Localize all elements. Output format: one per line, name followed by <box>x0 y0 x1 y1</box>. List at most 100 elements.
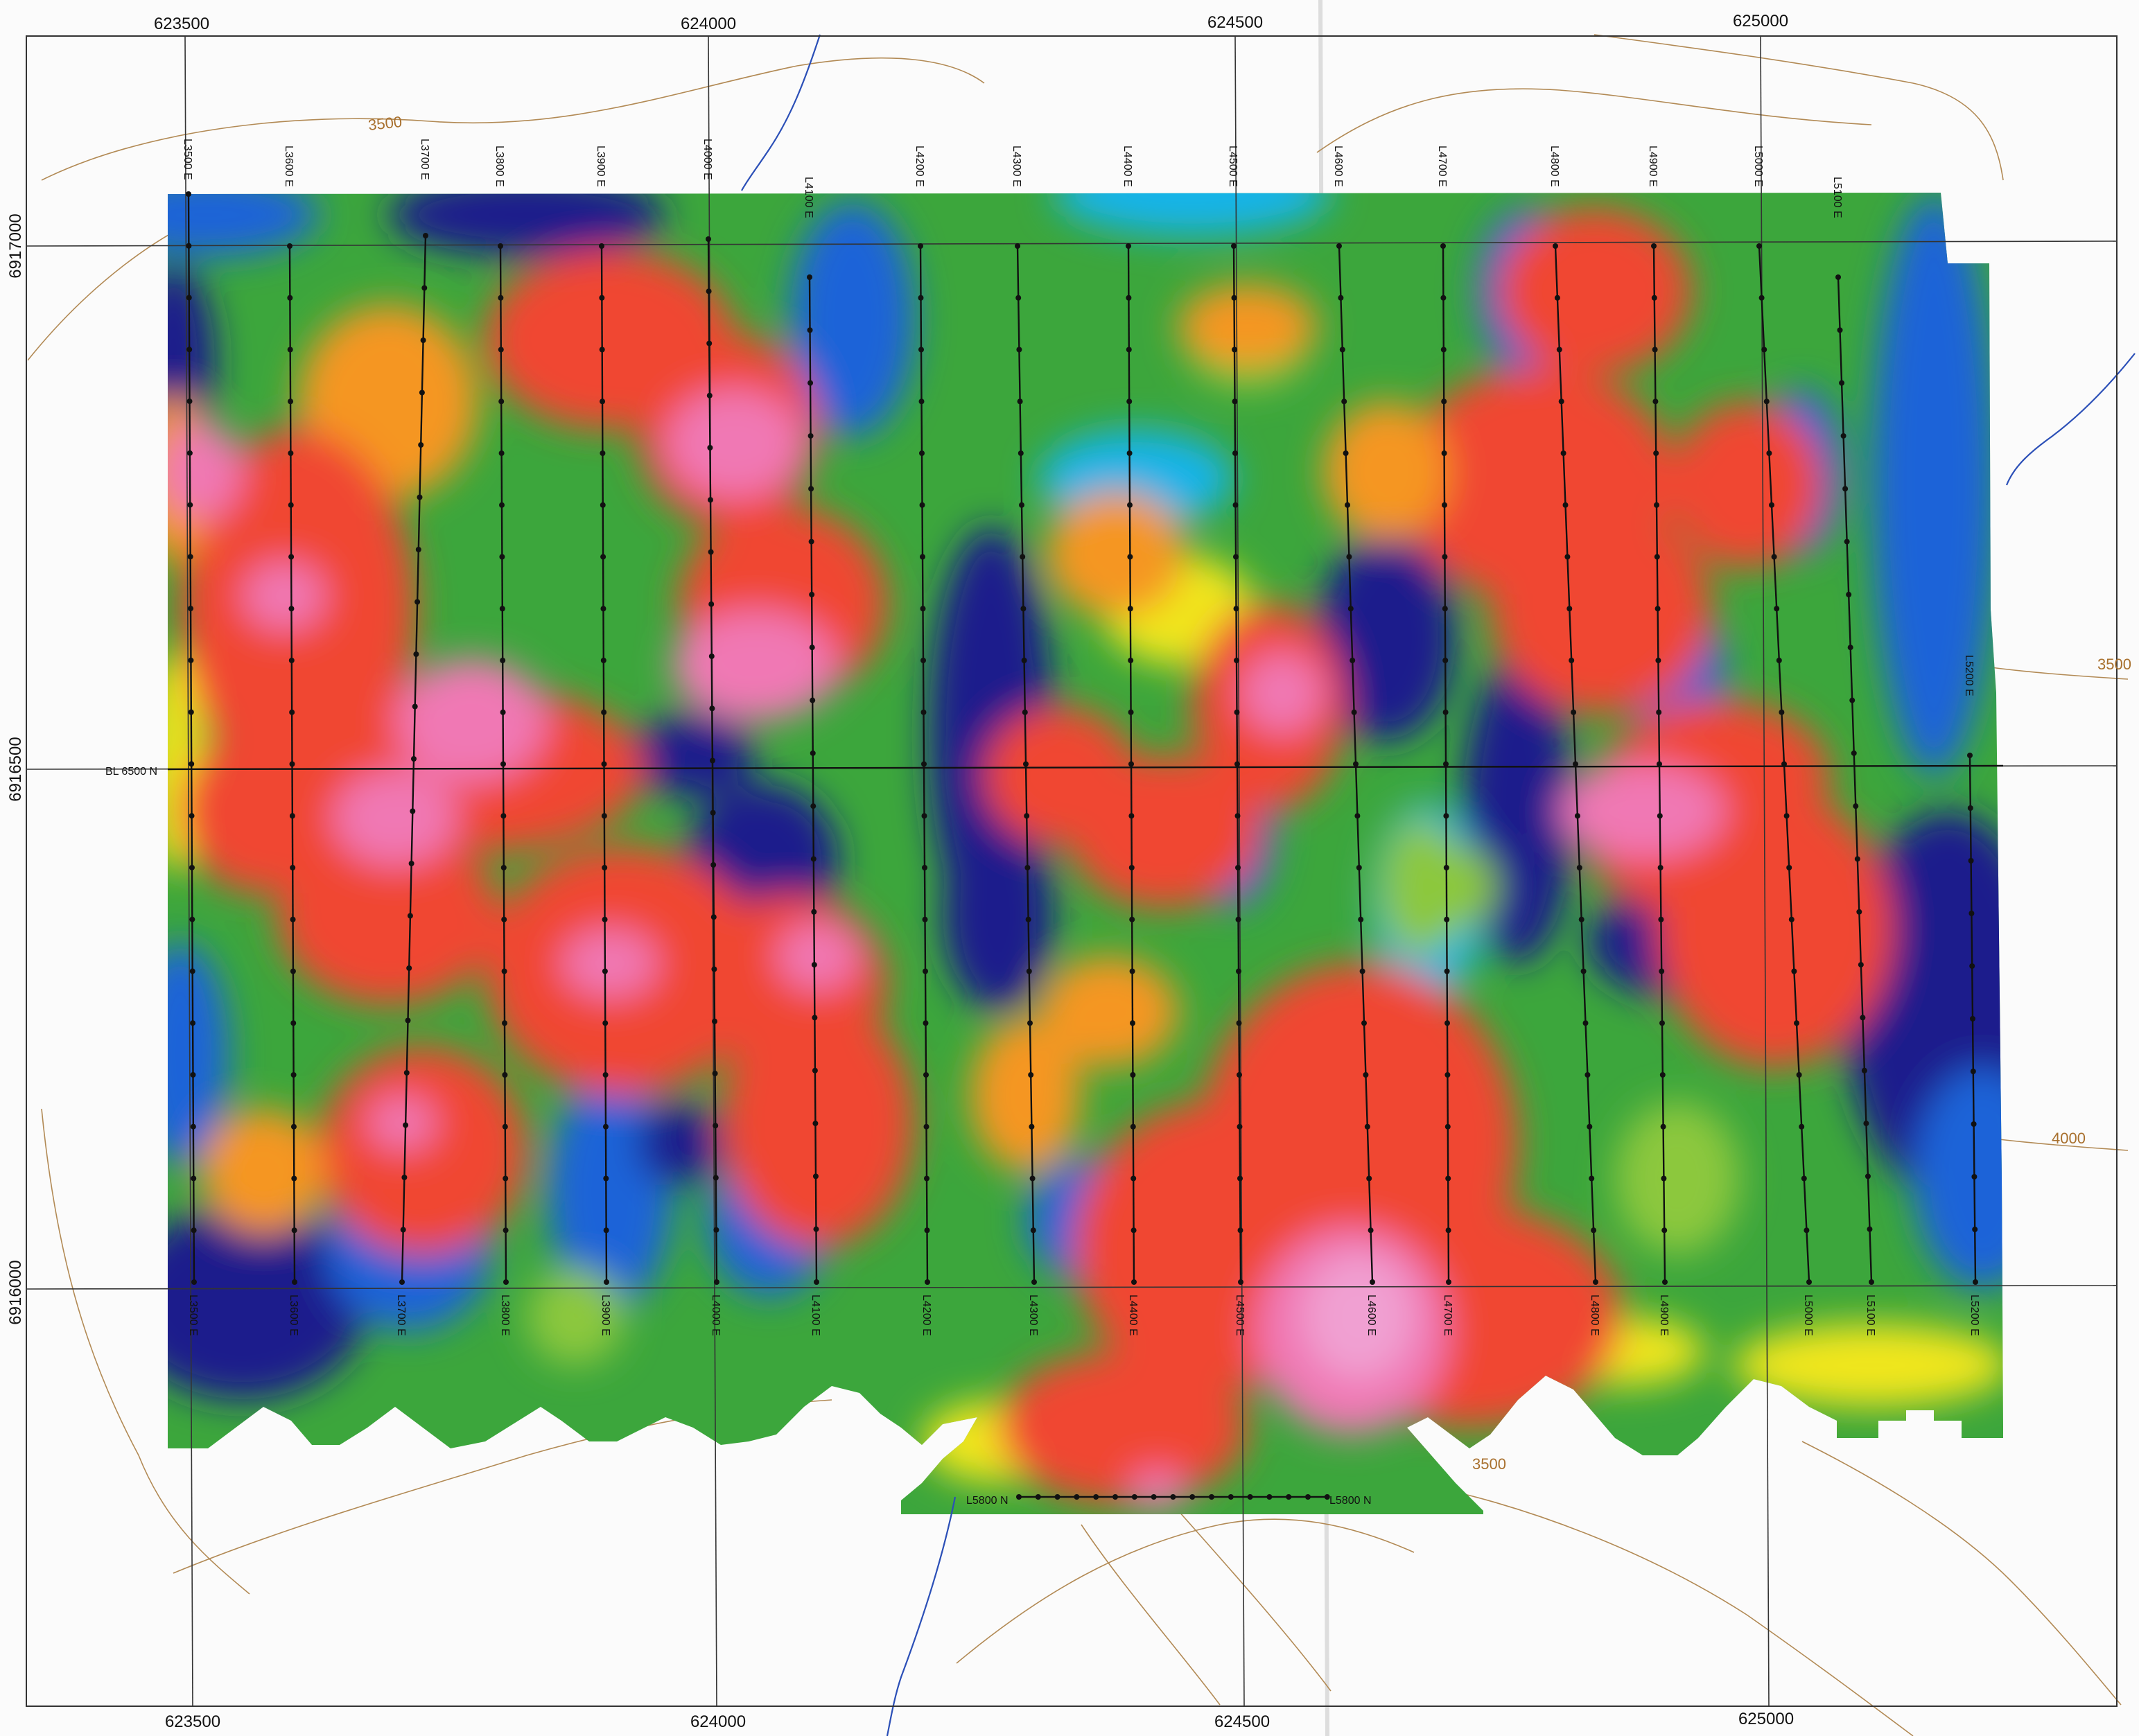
survey-station <box>1662 1279 1668 1285</box>
survey-station <box>1129 916 1135 922</box>
survey-station <box>1973 1279 1978 1285</box>
survey-station <box>1035 1494 1041 1500</box>
survey-station <box>1589 1175 1595 1182</box>
survey-line-label-bottom: L4500 E <box>1234 1295 1246 1336</box>
survey-line-label-bottom: L4000 E <box>710 1295 722 1336</box>
survey-station <box>403 1070 410 1076</box>
survey-station <box>919 450 925 456</box>
survey-station <box>287 347 293 353</box>
anomaly-zone <box>1324 402 1449 541</box>
survey-station <box>602 968 608 974</box>
survey-station <box>1854 856 1860 862</box>
survey-station <box>810 697 816 703</box>
survey-station <box>1126 347 1132 353</box>
survey-station <box>1837 327 1843 333</box>
survey-station <box>1591 1227 1597 1234</box>
survey-station <box>1232 398 1238 405</box>
survey-station <box>499 502 505 508</box>
survey-station <box>503 1227 509 1234</box>
contour-elevation-label: 3500 <box>1472 1455 1506 1473</box>
survey-station <box>1444 1072 1451 1078</box>
survey-station <box>190 1020 196 1026</box>
survey-station <box>1655 658 1661 663</box>
survey-station <box>1967 805 1973 811</box>
survey-station <box>1350 658 1356 663</box>
survey-station <box>189 916 195 922</box>
survey-station <box>708 549 714 555</box>
survey-station <box>1835 274 1841 280</box>
survey-station <box>808 538 814 545</box>
survey-station <box>1126 398 1133 405</box>
survey-station <box>415 547 421 552</box>
survey-station <box>1346 554 1352 560</box>
survey-station <box>1968 911 1975 916</box>
survey-station <box>811 909 817 915</box>
survey-station <box>1444 1020 1450 1026</box>
survey-station <box>1442 709 1449 715</box>
survey-station <box>714 1279 719 1285</box>
survey-station <box>501 968 507 974</box>
survey-station <box>498 295 504 301</box>
anomaly-zone <box>168 193 319 256</box>
survey-station <box>1128 813 1135 819</box>
survey-station <box>602 865 608 870</box>
survey-station <box>920 606 926 612</box>
survey-station <box>922 916 928 922</box>
survey-station <box>809 645 815 651</box>
survey-station <box>1869 1279 1874 1285</box>
tie-line-label: L5800 N <box>1329 1495 1372 1507</box>
anomaly-zone <box>1047 492 1185 617</box>
survey-station <box>1232 450 1238 456</box>
survey-station <box>1659 1072 1666 1078</box>
survey-station <box>1074 1494 1080 1500</box>
survey-station <box>600 450 606 456</box>
survey-station <box>712 1018 717 1024</box>
anomaly-zone <box>243 561 326 631</box>
survey-station <box>1130 1072 1136 1078</box>
survey-station <box>706 236 711 242</box>
survey-line <box>1837 277 1873 1283</box>
survey-station <box>921 761 927 767</box>
survey-station <box>1443 813 1449 819</box>
survey-station <box>187 502 193 508</box>
survey-station <box>602 1123 609 1130</box>
survey-station <box>1654 554 1660 560</box>
survey-station <box>1024 813 1030 819</box>
survey-station <box>1867 1226 1873 1232</box>
survey-station <box>1842 486 1849 492</box>
survey-line-label-top: L4800 E <box>1548 146 1560 187</box>
survey-station <box>810 803 817 809</box>
survey-station <box>1030 1227 1036 1234</box>
survey-line-label-bottom: L4800 E <box>1589 1295 1600 1336</box>
survey-line-label-top: L4500 E <box>1227 146 1239 187</box>
survey-station <box>499 554 505 560</box>
survey-station <box>1442 502 1447 508</box>
survey-station <box>604 1279 609 1285</box>
map-frame <box>26 35 2118 1707</box>
survey-station <box>1358 916 1364 922</box>
survey-station <box>191 1279 197 1285</box>
survey-station <box>290 1020 297 1026</box>
survey-station <box>1266 1494 1273 1500</box>
survey-station <box>503 1175 509 1182</box>
survey-station <box>1234 709 1240 715</box>
survey-station <box>290 916 296 922</box>
survey-station <box>1363 1072 1369 1078</box>
anomaly-zone <box>333 769 457 866</box>
easting-label-bottom: 624500 <box>1214 1712 1270 1731</box>
survey-station <box>1341 398 1347 405</box>
survey-line-labels: L3500 E L3500 E L3600 E L3600 E L3700 E L3700… <box>182 139 1980 1336</box>
survey-line-label-bottom: L5000 E <box>1802 1295 1814 1336</box>
survey-station <box>807 274 812 280</box>
survey-station <box>1972 1227 1978 1232</box>
survey-line-label-bottom: L4200 E <box>920 1295 932 1336</box>
survey-station <box>1228 1494 1234 1500</box>
survey-line-label-bottom: L3600 E <box>288 1295 299 1336</box>
survey-line-label-bottom: L5100 E <box>1865 1295 1876 1336</box>
survey-station <box>1443 761 1449 767</box>
anomaly-zone <box>1040 956 1178 1067</box>
survey-station <box>810 856 817 862</box>
survey-station <box>414 599 421 605</box>
survey-station <box>602 1072 609 1078</box>
